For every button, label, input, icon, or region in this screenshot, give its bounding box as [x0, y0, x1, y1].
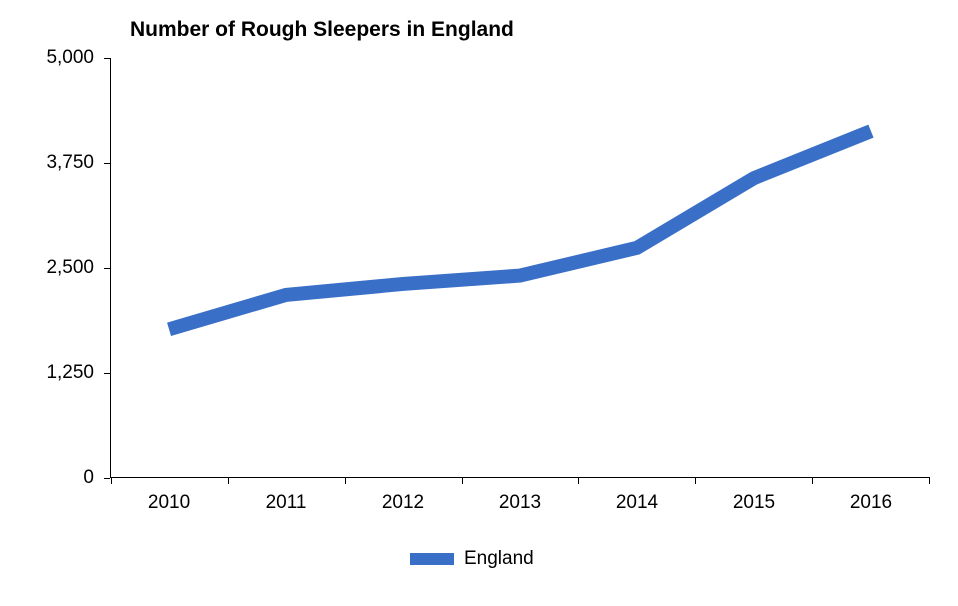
line-series-layer — [110, 58, 930, 478]
x-tick-label: 2012 — [363, 492, 443, 514]
x-tick-label: 2015 — [714, 492, 794, 514]
y-tick-mark — [104, 478, 110, 479]
series-line — [169, 131, 871, 329]
y-tick-mark — [104, 58, 110, 59]
x-tick-label: 2011 — [246, 492, 326, 514]
y-tick-label: 0 — [24, 467, 94, 489]
x-tick-label: 2010 — [129, 492, 209, 514]
chart-container: Number of Rough Sleepers in England Engl… — [0, 0, 958, 606]
x-tick-mark — [228, 478, 229, 484]
y-tick-label: 2,500 — [24, 257, 94, 279]
y-tick-mark — [104, 373, 110, 374]
y-tick-mark — [104, 163, 110, 164]
x-tick-label: 2013 — [480, 492, 560, 514]
x-tick-mark — [812, 478, 813, 484]
x-tick-label: 2016 — [831, 492, 911, 514]
y-tick-mark — [104, 268, 110, 269]
legend: England — [410, 548, 534, 570]
y-tick-label: 3,750 — [24, 152, 94, 174]
x-tick-mark — [111, 478, 112, 484]
x-tick-mark — [345, 478, 346, 484]
x-tick-mark — [578, 478, 579, 484]
y-tick-label: 1,250 — [24, 362, 94, 384]
x-tick-mark — [929, 478, 930, 484]
plot-area — [110, 58, 930, 478]
x-tick-mark — [462, 478, 463, 484]
x-tick-mark — [695, 478, 696, 484]
x-tick-label: 2014 — [597, 492, 677, 514]
legend-swatch — [410, 553, 454, 565]
y-tick-label: 5,000 — [24, 47, 94, 69]
chart-title: Number of Rough Sleepers in England — [130, 18, 514, 42]
legend-label: England — [464, 548, 534, 570]
